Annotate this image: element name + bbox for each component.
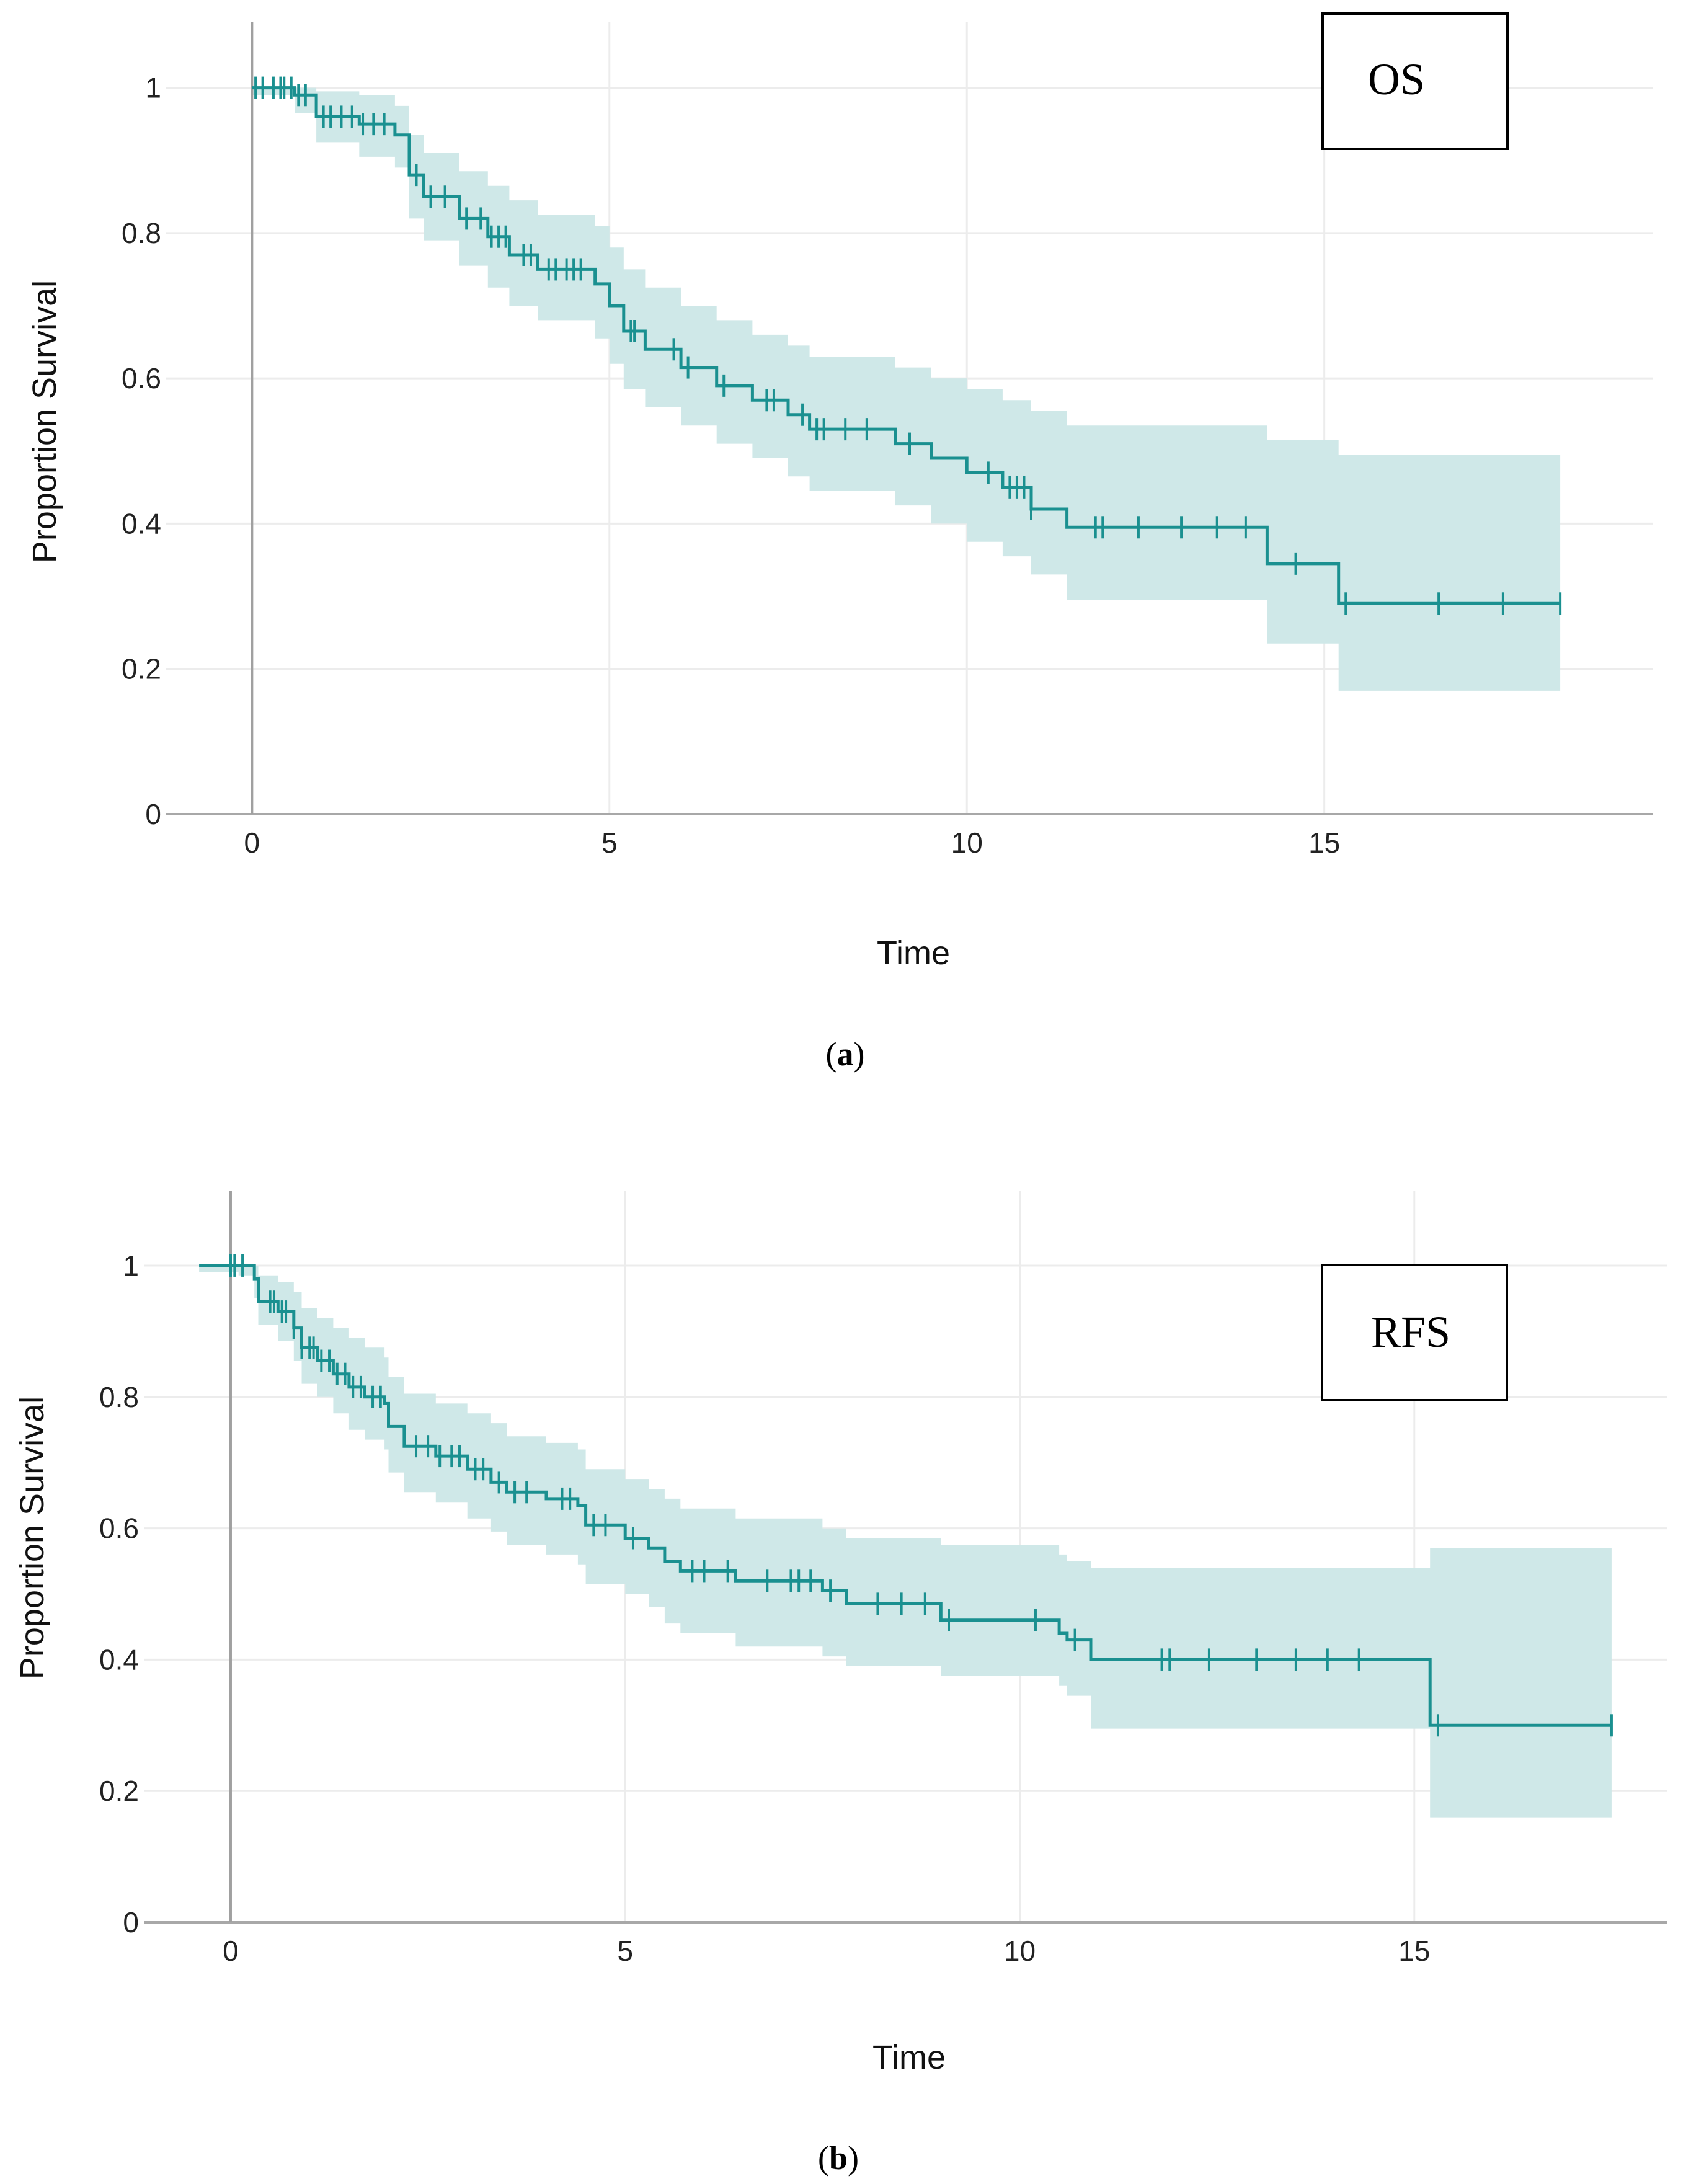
survival-curve-os (252, 86, 1561, 605)
panel-os: 00.20.40.60.810 5 10 15 Proportion Survival… (26, 12, 1653, 1073)
legend-label-rfs: RFS (1371, 1307, 1450, 1357)
axes-os (166, 22, 1653, 815)
y-axis-title-os: Proportion Survival (26, 280, 63, 563)
panel-caption-a: (a) (826, 1036, 865, 1073)
x-tick-label-3: 15 (1398, 1935, 1430, 1967)
legend-label-os: OS (1368, 55, 1425, 104)
survival-step-line (252, 86, 1561, 605)
panel-rfs: 00.20.40.60.810 5 10 15 Proportion Survival… (14, 1191, 1667, 2177)
tick-labels-rfs: 00.20.40.60.810 5 10 15 (99, 1250, 1430, 1967)
x-axis-title-os: Time (877, 934, 950, 972)
y-tick-label-3: 0.6 (122, 362, 161, 394)
confidence-band-os (252, 87, 1561, 691)
y-tick-label-5: 1 (123, 1250, 139, 1282)
censor-marks-os (254, 76, 1562, 615)
legend-box-rfs: RFS (1321, 1264, 1508, 1401)
x-tick-label-2: 10 (951, 827, 983, 859)
y-tick-label-3: 0.6 (99, 1512, 139, 1545)
x-axis-title-rfs: Time (872, 2039, 946, 2076)
confidence-band-area (252, 87, 1561, 691)
legend-frame-rfs (1321, 1264, 1508, 1401)
y-tick-label-0: 0 (145, 798, 161, 830)
panel-caption-b: (b) (818, 2139, 859, 2177)
x-tick-label-2: 10 (1004, 1935, 1036, 1967)
confidence-band-rfs (199, 1266, 1612, 1818)
x-tick-label-0: 0 (223, 1935, 239, 1967)
confidence-band-area (199, 1266, 1612, 1818)
axes-rfs (144, 1191, 1667, 1924)
tick-labels-os: 00.20.40.60.810 5 10 15 (122, 72, 1340, 859)
x-tick-label-3: 15 (1308, 827, 1340, 859)
y-tick-label-0: 0 (123, 1906, 139, 1938)
y-tick-label-1: 0.2 (122, 653, 161, 685)
y-tick-label-5: 1 (145, 72, 161, 104)
y-tick-label-4: 0.8 (122, 217, 161, 249)
x-tick-label-1: 5 (617, 1935, 633, 1967)
legend-frame-os (1321, 12, 1509, 150)
y-tick-label-1: 0.2 (99, 1775, 139, 1807)
y-tick-label-2: 0.4 (122, 507, 161, 539)
x-tick-label-0: 0 (244, 827, 260, 859)
y-axis-title-rfs: Proportion Survival (14, 1396, 51, 1679)
x-tick-label-1: 5 (601, 827, 618, 859)
y-tick-label-2: 0.4 (99, 1643, 139, 1676)
legend-box-os: OS (1321, 12, 1509, 150)
y-tick-label-4: 0.8 (99, 1381, 139, 1413)
censor-marks-rfs (229, 1254, 1613, 1737)
